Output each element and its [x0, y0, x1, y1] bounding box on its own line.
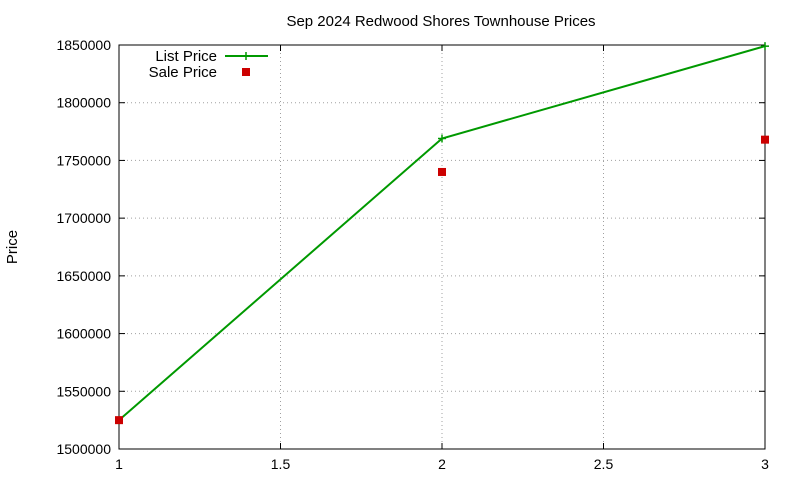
- legend-swatch-marker: [242, 68, 250, 76]
- y-tick-label: 1850000: [56, 37, 111, 53]
- x-tick-label: 1: [115, 456, 123, 472]
- y-tick-label: 1800000: [56, 95, 111, 111]
- y-tick-label: 1750000: [56, 152, 111, 168]
- legend-label: Sale Price: [149, 64, 217, 81]
- legend-swatch-marker: [242, 52, 250, 60]
- data-series: [115, 42, 769, 425]
- legend-item: Sale Price: [149, 64, 250, 81]
- y-tick-label: 1550000: [56, 383, 111, 399]
- x-tick-label: 2: [438, 456, 446, 472]
- y-tick-label: 1650000: [56, 268, 111, 284]
- sale-price-point: [761, 135, 769, 144]
- x-tick-label: 3: [761, 456, 769, 472]
- x-tick-label: 2.5: [594, 456, 614, 472]
- sale-price-point: [115, 416, 123, 425]
- legend-label: List Price: [155, 48, 217, 65]
- list-price-point: [438, 134, 446, 143]
- sale-price-point: [438, 167, 446, 176]
- legend-item: List Price: [155, 48, 268, 65]
- chart-title: Sep 2024 Redwood Shores Townhouse Prices: [286, 13, 595, 30]
- list-price-point: [761, 42, 769, 51]
- y-axis-title: Price: [4, 230, 21, 264]
- y-tick-label: 1500000: [56, 441, 111, 457]
- axis-ticks: 1500000 1550000 1600000 1650000 1700000 17500…: [56, 37, 769, 472]
- y-tick-label: 1600000: [56, 326, 111, 342]
- y-tick-label: 1700000: [56, 210, 111, 226]
- grid-lines: [119, 45, 765, 449]
- x-tick-label: 1.5: [271, 456, 291, 472]
- series-2: [115, 135, 769, 425]
